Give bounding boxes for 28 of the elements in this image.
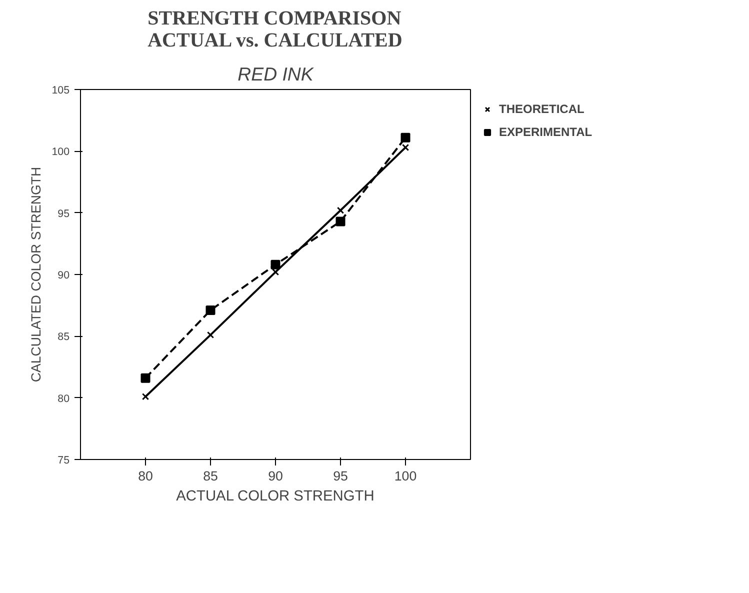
point bbox=[140, 373, 150, 383]
y-tick-label: 80 bbox=[58, 392, 70, 405]
y-tick-label: 95 bbox=[58, 208, 70, 220]
x-tick-label: 90 bbox=[268, 468, 283, 484]
point bbox=[402, 144, 410, 152]
y-tick-label: 85 bbox=[58, 331, 70, 344]
point bbox=[142, 393, 150, 400]
point bbox=[206, 306, 216, 316]
point bbox=[206, 331, 214, 339]
legend-label: EXPERIMENTAL bbox=[499, 125, 592, 139]
y-tick-label: 75 bbox=[58, 454, 70, 466]
y-axis-title: CALCULATED COLOR STRENGTH bbox=[28, 166, 44, 382]
x-tick-label: 80 bbox=[138, 468, 153, 484]
chart-title: STRENGTH COMPARISON ACTUAL vs. CALCULATED bbox=[148, 8, 402, 52]
x-axis-title: ACTUAL COLOR STRENGTH bbox=[176, 488, 374, 504]
x-tick-label: 100 bbox=[394, 468, 417, 484]
point bbox=[336, 216, 346, 226]
y-tick-label: 100 bbox=[52, 146, 70, 158]
y-tick-label: 105 bbox=[52, 84, 70, 96]
point bbox=[270, 260, 280, 270]
legend-label: THEORETICAL bbox=[499, 102, 584, 116]
x-tick-label: 85 bbox=[203, 468, 218, 484]
y-tick-label: 90 bbox=[58, 270, 70, 282]
point bbox=[400, 132, 410, 142]
x-tick-label: 95 bbox=[333, 468, 348, 484]
point bbox=[272, 268, 280, 276]
point bbox=[336, 206, 344, 214]
chart-subtitle: RED INK bbox=[238, 64, 315, 84]
